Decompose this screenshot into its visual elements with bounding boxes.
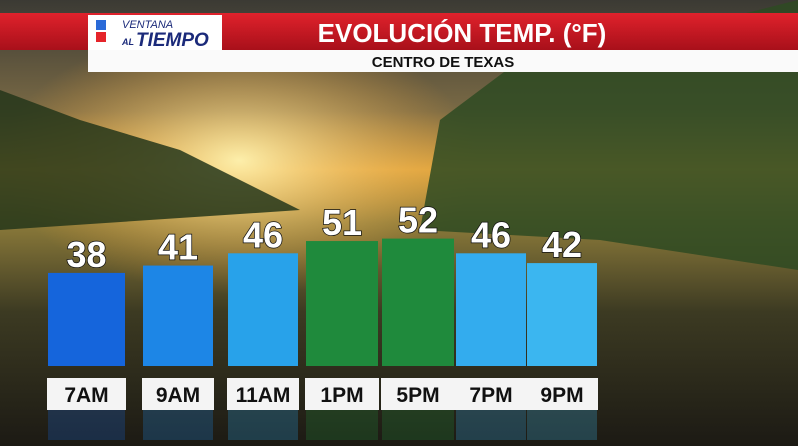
bar-reflection	[48, 410, 125, 440]
category-box	[526, 378, 598, 410]
subtitle-band	[88, 50, 798, 72]
logo-text: TIEMPO	[136, 30, 209, 51]
chart-subtitle: CENTRO DE TEXAS	[372, 54, 515, 71]
bar-reflection	[306, 410, 378, 440]
x-tick-label: 7AM	[64, 384, 108, 407]
value-label: 42	[542, 224, 582, 265]
logo-box	[88, 15, 222, 50]
logo-text: AL	[121, 37, 134, 47]
trees-left	[0, 90, 300, 230]
category-box	[227, 378, 299, 410]
bar-reflection	[382, 410, 454, 440]
bar	[527, 263, 597, 366]
x-tick-label: 9AM	[156, 384, 200, 407]
category-box	[455, 378, 527, 410]
value-label: 52	[398, 200, 438, 241]
logo-text: VENTANA	[122, 19, 173, 31]
logo-icon	[96, 32, 106, 42]
value-label: 51	[322, 202, 362, 243]
category-box	[142, 378, 214, 410]
category-box	[47, 378, 126, 410]
logo-icon	[96, 20, 106, 30]
bar	[143, 265, 213, 366]
value-label: 38	[66, 234, 106, 275]
chart-title: EVOLUCIÓN TEMP. (°F)	[318, 18, 607, 48]
category-box	[305, 378, 379, 410]
bar	[48, 272, 125, 366]
x-tick-label: 9PM	[540, 384, 583, 407]
x-tick-label: 11AM	[236, 384, 291, 407]
x-tick-label: 5PM	[396, 384, 439, 407]
value-label: 41	[158, 227, 198, 268]
bar-reflection	[456, 410, 526, 440]
x-tick-label: 1PM	[320, 384, 363, 407]
bar	[228, 253, 298, 366]
value-label: 46	[243, 214, 283, 255]
bar	[456, 253, 526, 366]
category-box	[381, 378, 455, 410]
x-tick-label: 7PM	[469, 384, 512, 407]
bar	[306, 241, 378, 366]
bar	[382, 238, 454, 366]
bar-reflection	[143, 410, 213, 440]
value-label: 46	[471, 214, 511, 255]
bar-reflection	[527, 410, 597, 440]
bar-reflection	[228, 410, 298, 440]
